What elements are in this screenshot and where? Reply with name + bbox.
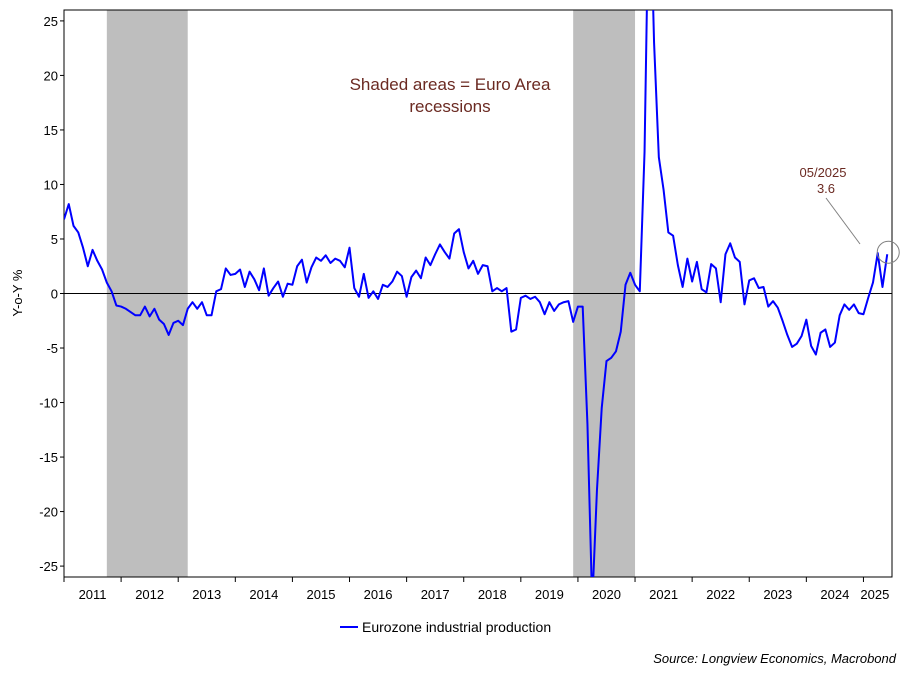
annotation-circle	[876, 240, 900, 264]
y-tick-label: 10	[44, 177, 58, 192]
x-tick-label: 2014	[249, 587, 278, 602]
y-axis-title-group: Y-o-Y %	[10, 269, 25, 316]
x-tick-label: 2019	[535, 587, 564, 602]
x-tick-label: 2021	[649, 587, 678, 602]
y-tick-label: 25	[44, 14, 58, 29]
x-tick-label: 2018	[478, 587, 507, 602]
recession-note-line1: Shaded areas = Euro Area	[350, 75, 551, 94]
y-tick-label: 5	[51, 232, 58, 247]
x-tick-label: 2024	[820, 587, 849, 602]
x-tick-label: 2017	[421, 587, 450, 602]
y-tick-label: 15	[44, 123, 58, 138]
y-axis-title: Y-o-Y %	[10, 269, 25, 316]
x-tick-label: 2022	[706, 587, 735, 602]
y-tick-label: -10	[39, 396, 58, 411]
source-note: Source: Longview Economics, Macrobond	[653, 651, 897, 666]
series-line-eurozone-industrial-production	[64, 10, 889, 577]
y-tick-label: -20	[39, 505, 58, 520]
point-annotation-date: 05/2025	[800, 165, 847, 180]
recession-note-line2: recessions	[409, 97, 490, 116]
y-tick-label: -5	[46, 341, 58, 356]
y-axis: 25 20 15 10 5 0 -5 -10 -15 -20 -25	[39, 14, 64, 574]
legend-label: Eurozone industrial production	[362, 619, 551, 635]
x-tick-label: 2011	[79, 587, 107, 602]
y-tick-label: -15	[39, 450, 58, 465]
y-tick-label: -25	[39, 559, 58, 574]
x-tick-label: 2025	[860, 587, 889, 602]
annotation-leader-line	[825, 197, 861, 245]
x-axis: 2011 2012 2013 2014 2015 2016 2017 2018 2019 2020…	[63, 577, 889, 602]
point-annotation-value: 3.6	[817, 181, 835, 196]
x-tick-label: 2012	[135, 587, 164, 602]
y-tick-label: 0	[51, 287, 58, 302]
x-tick-label: 2020	[592, 587, 621, 602]
y-tick-label: 20	[44, 68, 58, 83]
x-tick-label: 2016	[364, 587, 393, 602]
x-tick-label: 2023	[763, 587, 792, 602]
x-tick-label: 2015	[307, 587, 336, 602]
x-tick-label: 2013	[192, 587, 221, 602]
